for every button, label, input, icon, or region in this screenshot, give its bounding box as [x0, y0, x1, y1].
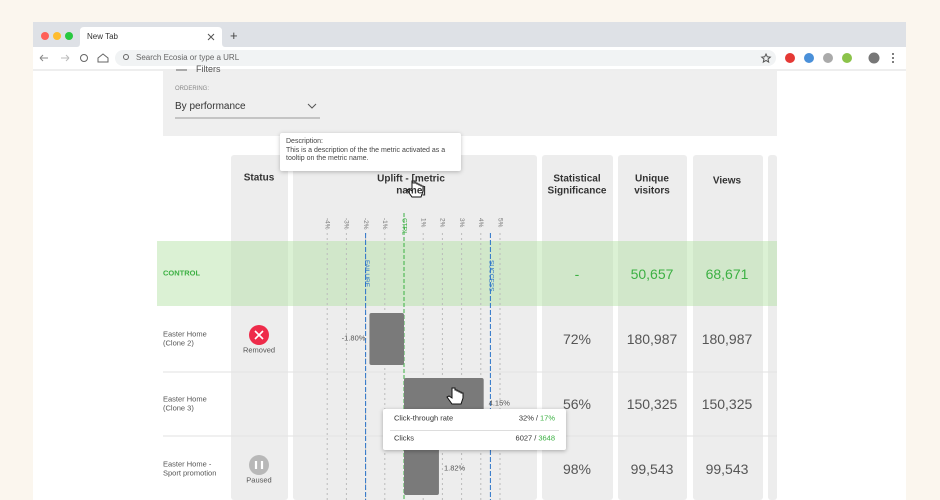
removed-x	[254, 330, 264, 340]
close-dot[interactable]	[41, 32, 49, 40]
tooltip-title: Description:	[286, 138, 323, 145]
max-dot[interactable]	[65, 32, 73, 40]
paused-icon[interactable]	[249, 455, 269, 475]
header-views: Views	[712, 175, 742, 187]
significance-value: 72%	[562, 330, 592, 347]
cursor	[406, 180, 424, 198]
forward[interactable]	[61, 54, 70, 62]
axis-tick-label: 5%	[496, 218, 503, 228]
status-label: Removed	[242, 345, 276, 355]
axis-tick-label: 1%	[419, 218, 426, 228]
tooltip-values: 6027/3648	[515, 433, 555, 444]
min-dot[interactable]	[53, 32, 61, 40]
views-value: 68,671	[705, 265, 749, 282]
visitors-value: 180,987	[626, 330, 678, 347]
visitors-value: 99,543	[630, 460, 674, 477]
variant-name: Easter Home - Sport promotion	[163, 459, 217, 477]
ext-green[interactable]	[842, 53, 852, 63]
menu[interactable]	[892, 61, 894, 63]
significance-value: -	[574, 265, 580, 282]
views-value: 99,543	[705, 460, 749, 477]
address-bar[interactable]	[115, 50, 776, 66]
uplift-label: 1.82%	[443, 463, 466, 473]
axis-tick-label: CTRL	[400, 218, 407, 235]
description-tooltip	[280, 133, 461, 171]
ext-adblock[interactable]	[785, 53, 795, 63]
variant-name: Easter Home (Clone 2)	[163, 329, 207, 347]
axis-tick-label: 4%	[477, 218, 484, 228]
header-status: Status	[243, 172, 275, 184]
menu[interactable]	[892, 53, 894, 55]
visitors-value: 50,657	[630, 265, 674, 282]
address-placeholder[interactable]: Search Ecosia or type a URL	[136, 53, 240, 62]
hover-tooltip	[383, 409, 566, 450]
header-uplift: Uplift - [metric name]	[377, 173, 445, 197]
ordering-label: ORDERING:	[175, 86, 210, 92]
failure-label: FAILURE	[363, 260, 370, 288]
column-visitors	[618, 155, 687, 500]
tooltip-control: 3648	[538, 433, 555, 443]
reload[interactable]	[80, 54, 88, 62]
status-label: Paused	[246, 475, 272, 485]
menu[interactable]	[892, 57, 894, 59]
column-views	[693, 155, 763, 500]
uplift-label: -1.80%	[341, 333, 366, 343]
ordering-value[interactable]: By performance	[175, 101, 246, 112]
tooltip-variant: 32%	[518, 413, 534, 423]
column-more	[768, 155, 777, 500]
tab-title[interactable]: New Tab	[87, 32, 118, 41]
tooltip-metric: Clicks	[394, 433, 414, 443]
header-significance: Statistical Significance	[547, 173, 607, 197]
dropdown-arrow[interactable]	[307, 103, 317, 109]
tooltip-separator: /	[534, 433, 537, 443]
significance-value: 98%	[562, 460, 592, 477]
ext-cloud[interactable]	[823, 53, 833, 63]
home[interactable]	[97, 53, 109, 63]
control-name: CONTROL	[163, 268, 201, 278]
uplift-bar[interactable]	[369, 313, 404, 365]
tooltip-values: 32%/17%	[518, 413, 555, 424]
tooltip-separator: /	[535, 413, 538, 423]
header-visitors: Unique visitors	[634, 173, 670, 197]
tab[interactable]	[77, 27, 225, 47]
tab-close[interactable]	[207, 33, 215, 41]
new-tab-button[interactable]: +	[230, 28, 238, 43]
tooltip-control: 17%	[539, 413, 555, 423]
axis-tick-label: -2%	[362, 218, 369, 230]
paused-bars	[254, 461, 264, 469]
axis-tick-label: -3%	[343, 218, 350, 230]
axis-tick-label: 2%	[439, 218, 446, 228]
views-value: 180,987	[701, 330, 753, 347]
axis-tick-label: -4%	[323, 218, 330, 230]
filters-title: Filters	[196, 64, 221, 74]
variant-name: Easter Home (Clone 3)	[163, 394, 207, 412]
tooltip-text: This is a description of the the metric …	[286, 147, 446, 163]
cursor	[446, 387, 464, 405]
axis-tick-label: -1%	[381, 218, 388, 230]
ext-shield[interactable]	[804, 53, 814, 63]
back[interactable]	[39, 54, 48, 62]
bookmark[interactable]	[760, 52, 772, 64]
uplift-bar[interactable]	[404, 443, 439, 495]
avatar[interactable]	[868, 52, 880, 64]
success-label: SUCCESS	[488, 260, 495, 292]
significance-value: 56%	[562, 395, 592, 412]
tooltip-variant: 6027	[515, 433, 533, 443]
views-value: 150,325	[701, 395, 753, 412]
search-icon	[123, 54, 129, 60]
tooltip-metric: Click-through rate	[394, 413, 454, 423]
visitors-value: 150,325	[626, 395, 678, 412]
axis-tick-label: 3%	[458, 218, 465, 228]
filters-panel	[163, 71, 777, 136]
control-row	[157, 241, 777, 306]
hover-tooltip-divider	[390, 430, 559, 431]
uplift-label: 4.15%	[488, 398, 510, 408]
